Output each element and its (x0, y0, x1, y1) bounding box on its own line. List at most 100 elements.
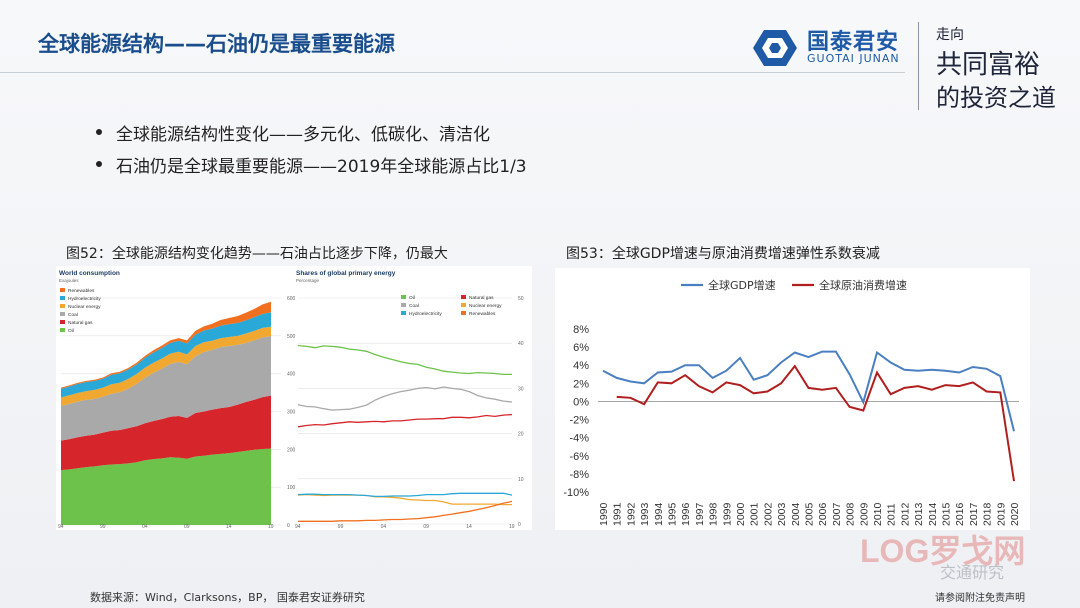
slogan-line-2: 共同富裕 (936, 50, 1041, 80)
gdp-x-tick-label: 2020 (1009, 502, 1021, 526)
area-legend-label: Nuclear energy (68, 304, 101, 310)
share-line-natural-gas (297, 413, 513, 428)
area-x-tick-label: 04 (142, 524, 148, 530)
bullet-dot-icon (96, 129, 102, 135)
area-series-natural-gas (61, 395, 271, 471)
bullet-list: 全球能源结构性变化——多元化、低碳化、清洁化 石油仍是全球最重要能源——2019… (96, 116, 527, 180)
share-chart-subtitle: Percentage (296, 278, 320, 283)
gdp-x-tick-label: 2002 (762, 502, 774, 526)
gdp-x-tick-label: 2009 (858, 502, 870, 526)
share-x-tick-label: 99 (338, 524, 344, 530)
gdp-x-tick-label: 1994 (653, 502, 665, 526)
share-y-tick-label: 10 (518, 477, 524, 483)
area-x-tick-label: 19 (268, 524, 274, 530)
figure52-chart: World consumptionExajoules01002003004005… (58, 270, 524, 530)
figure53-chart: -10% -8% -6% -4% -2% 0% 2% 4% 6% 8% 全球GDP增速 全球原油消费增… (563, 278, 1021, 526)
gdp-x-tick-label: 1990 (598, 502, 610, 526)
share-legend-label: Natural gas (469, 295, 494, 301)
gdp-x-tick-label: 1995 (667, 502, 679, 526)
share-x-tick-label: 09 (423, 524, 429, 530)
area-y-tick-label: 400 (287, 372, 296, 378)
share-legend-swatch (461, 303, 466, 307)
logo-divider (918, 22, 919, 110)
gdp-x-tick-label: 2010 (872, 502, 884, 526)
gdp-x-tick-label: 2007 (831, 502, 843, 526)
figure53-caption: 图53：全球GDP增速与原油消费增速弹性系数衰减 (566, 246, 880, 262)
gdp-x-tick-label: 2019 (995, 502, 1007, 526)
share-legend-swatch (461, 295, 466, 299)
gdp-y-tick-label: -8% (569, 469, 589, 481)
gdp-x-tick-label: 2011 (886, 503, 898, 526)
area-series-coal (61, 336, 271, 441)
gdp-x-tick-label: 2003 (776, 502, 788, 526)
gdp-legend-label: 全球原油消费增速 (819, 278, 907, 292)
gdp-line-gdp (602, 350, 1015, 432)
area-chart-title: World consumption (59, 270, 120, 277)
area-y-tick-label: 0 (287, 523, 290, 529)
watermark-logo-text: LOG罗戈网 (860, 533, 1025, 569)
share-legend-swatch (461, 311, 466, 315)
gdp-x-tick-label: 2001 (749, 502, 761, 526)
gdp-y-tick-label: -6% (569, 451, 589, 463)
gdp-x-tick-label: 2005 (804, 502, 816, 526)
area-y-tick-label: 200 (287, 447, 296, 453)
gdp-x-tick-label: 2013 (913, 502, 925, 526)
share-y-tick-label: 30 (518, 386, 524, 392)
area-y-tick-label: 300 (287, 410, 296, 416)
share-line-coal (297, 386, 513, 411)
hexagon-logo-icon (753, 30, 797, 66)
area-legend-swatch (60, 312, 65, 316)
gdp-y-tick-label: 8% (573, 324, 589, 336)
watermark: LOG罗戈网 交通研究 (860, 528, 1060, 588)
share-legend-label: Hydroelectricity (409, 311, 442, 317)
area-legend-label: Oil (68, 328, 74, 334)
gdp-x-tick-label: 2017 (968, 502, 980, 526)
gdp-x-tick-label: 1997 (694, 502, 706, 526)
bullet-text: 全球能源结构性变化——多元化、低碳化、清洁化 (116, 124, 490, 145)
area-legend-swatch (60, 320, 65, 324)
gdp-x-tick-label: 2018 (982, 502, 994, 526)
share-x-tick-label: 14 (466, 524, 472, 530)
area-legend-label: Hydroelectricity (68, 296, 101, 302)
share-legend-label: Renewables (469, 311, 496, 317)
area-series-hydroelectricity (61, 312, 271, 398)
area-series-renewables (61, 301, 271, 389)
gdp-y-tick-label: 0% (573, 396, 589, 408)
share-legend-label: Oil (409, 295, 415, 301)
gdp-x-tick-label: 1998 (708, 502, 720, 526)
area-chart-subtitle: Exajoules (59, 278, 79, 283)
share-legend-label: Coal (409, 303, 419, 309)
gdp-x-tick-label: 2008 (845, 502, 857, 526)
share-y-tick-label: 40 (518, 341, 524, 347)
gdp-y-tick-label: -10% (563, 487, 589, 499)
gdp-line-oil (616, 364, 1015, 482)
gdp-x-tick-label: 2004 (790, 502, 802, 526)
share-x-tick-label: 19 (509, 524, 515, 530)
share-legend-swatch (401, 303, 406, 307)
area-legend-label: Renewables (68, 288, 95, 294)
share-legend-swatch (401, 311, 406, 315)
company-logo: 国泰君安 GUOTAI JUNAN 走向 共同富裕 的投资之道 (752, 22, 1056, 114)
gdp-y-tick-label: -4% (569, 433, 589, 445)
share-legend-swatch (401, 295, 406, 299)
page-title: 全球能源结构——石油仍是最重要能源 (38, 32, 395, 56)
gdp-y-tick-label: 6% (573, 342, 589, 354)
logo-chinese-name: 国泰君安 (807, 30, 900, 55)
area-y-tick-label: 500 (287, 334, 296, 340)
area-series-oil (61, 448, 271, 525)
disclaimer-note: 请参阅附注免责声明 (935, 593, 1025, 604)
slogan-line-1: 走向 (936, 27, 964, 43)
share-x-tick-label: 94 (295, 524, 301, 530)
area-y-tick-label: 600 (287, 296, 296, 302)
bullet-item: 石油仍是全球最重要能源——2019年全球能源占比1/3 (96, 148, 527, 180)
gdp-legend-label: 全球GDP增速 (708, 278, 776, 292)
figure53-panel: -10% -8% -6% -4% -2% 0% 2% 4% 6% 8% 全球GDP增速 全球原油消费增… (555, 268, 1030, 530)
gdp-x-tick-label: 2000 (735, 502, 747, 526)
area-legend-label: Natural gas (68, 320, 93, 326)
data-source-note: 数据来源：Wind，Clarksons，BP， 国泰君安证券研究 (90, 591, 365, 604)
area-legend-swatch (60, 304, 65, 308)
share-y-tick-label: 50 (518, 296, 524, 302)
gdp-x-tick-label: 1996 (680, 502, 692, 526)
gdp-x-tick-label: 1991 (612, 502, 624, 526)
gdp-y-tick-label: -2% (569, 415, 589, 427)
